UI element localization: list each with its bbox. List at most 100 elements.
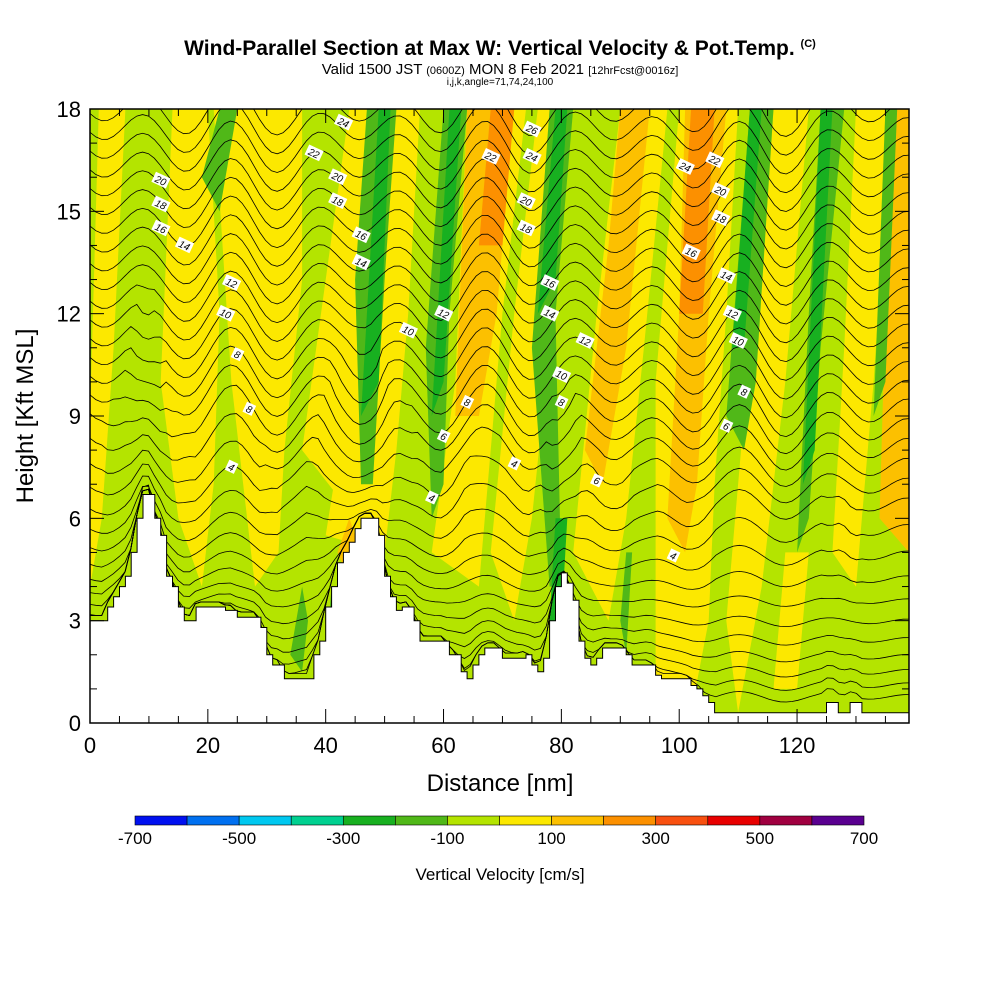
contour-label: 24: [522, 147, 542, 165]
contour-label: 16: [151, 219, 171, 237]
contour-label-bg: [522, 120, 542, 138]
theta-contour: [90, 364, 909, 425]
contour-label: 6: [436, 428, 451, 444]
contour-label-text: 4: [509, 459, 519, 472]
contour-label-bg: [230, 347, 245, 362]
y-tick-label: 3: [69, 609, 81, 634]
downdraft-band: [201, 109, 238, 212]
theta-contour: [90, 195, 909, 250]
x-tick-label: 20: [196, 733, 220, 758]
contour-label: 16: [540, 274, 560, 292]
colorbar-tick-label: 300: [642, 829, 670, 848]
contour-label-bg: [328, 192, 348, 210]
contour-label-bg: [425, 490, 439, 505]
contour-label: 8: [460, 394, 475, 410]
theta-contour: [90, 488, 909, 558]
contour-label-text: 4: [226, 462, 236, 475]
contour-label-text: 8: [232, 349, 242, 362]
contour-label-bg: [716, 267, 737, 285]
contour-label-bg: [666, 548, 681, 563]
contour-label: 18: [328, 192, 348, 210]
x-tick-label: 80: [549, 733, 573, 758]
contour-label-bg: [681, 243, 701, 261]
downdraft-band: [531, 109, 574, 587]
contour-label-text: 8: [462, 397, 472, 410]
contour-label: 10: [398, 321, 418, 339]
y-tick-label: 6: [69, 506, 81, 531]
contour-label-bg: [711, 209, 731, 227]
colorbar-swatch: [290, 815, 344, 826]
contour-label-text: 20: [712, 184, 728, 199]
contour-label: 14: [351, 253, 371, 271]
contour-label-bg: [554, 394, 569, 410]
contour-label-bg: [328, 168, 348, 186]
contour-label-bg: [436, 428, 451, 444]
downdraft-band: [873, 109, 898, 416]
contour-label-text: 14: [177, 239, 192, 254]
theta-contour: [90, 486, 909, 542]
contour-label: 10: [552, 366, 572, 384]
contour-label: 16: [351, 226, 371, 244]
contour-label-text: 18: [713, 212, 728, 227]
contour-label-bg: [516, 219, 536, 237]
x-tick-label: 60: [431, 733, 455, 758]
contour-label-bg: [711, 182, 731, 199]
theta-contour: [90, 139, 909, 194]
colorbar-tick-label: -700: [118, 829, 152, 848]
contour-label-bg: [224, 459, 239, 474]
theta-contour: [90, 488, 909, 628]
contour-label-text: 16: [542, 277, 557, 292]
contour-label-text: 14: [542, 307, 557, 322]
downdraft-core: [361, 109, 391, 416]
contour-label-bg: [334, 113, 354, 131]
contour-label: 8: [737, 384, 752, 400]
colorbar-tick-label: -300: [326, 829, 360, 848]
colorbar-tick-label: 700: [850, 829, 878, 848]
contour-label-bg: [552, 366, 572, 384]
theta-contour: [90, 326, 909, 381]
contour-label-bg: [151, 219, 171, 237]
theta-contour: [90, 488, 909, 646]
colorbar-swatch: [603, 815, 657, 826]
theta-contour: [90, 233, 909, 287]
colorbar: -700 -500 -300 -100 100 300 500 700: [118, 815, 878, 848]
contour-label: 8: [242, 401, 257, 416]
theta-contour: [90, 345, 909, 404]
contour-label-text: 14: [353, 256, 368, 271]
contour-label-text: 16: [353, 229, 368, 244]
contour-label-bg: [540, 304, 560, 322]
updraft-core: [679, 109, 715, 314]
updraft-band: [213, 109, 303, 587]
theta-contour: [90, 214, 909, 269]
downdraft-core: [431, 109, 462, 416]
theta-contour: [90, 109, 909, 156]
x-tick-label: 120: [779, 733, 816, 758]
contour-label-bg: [590, 473, 604, 488]
y-axis-title: Height [Kft MSL]: [12, 329, 39, 504]
contour-label: 12: [222, 274, 242, 291]
contour-label-bg: [722, 304, 742, 322]
contour-label-text: 22: [706, 153, 722, 168]
contour-label-text: 20: [152, 174, 168, 189]
chart-subtitle: Valid 1500 JST (0600Z) MON 8 Feb 2021 [1…: [321, 61, 679, 78]
colorbar-swatch: [395, 815, 448, 826]
contour-label-bg: [575, 332, 595, 349]
updraft-band: [832, 109, 892, 587]
theta-contours: [90, 109, 909, 703]
contour-label: 12: [722, 304, 742, 322]
contour-label-bg: [675, 158, 695, 175]
contour-label-text: 8: [556, 397, 566, 410]
contour-label-bg: [719, 418, 734, 433]
colorbar-swatch: [342, 815, 396, 826]
contour-label-text: 16: [683, 246, 698, 261]
contour-label: 10: [216, 304, 236, 322]
contour-label-text: 6: [438, 431, 448, 444]
contour-label: 26: [522, 120, 542, 138]
contour-label: 14: [174, 236, 195, 254]
contour-label-text: 22: [482, 150, 498, 165]
contour-label-bg: [351, 226, 371, 244]
contour-label-bg: [174, 236, 195, 254]
contour-label: 12: [575, 332, 595, 349]
contour-label-text: 8: [739, 387, 749, 400]
